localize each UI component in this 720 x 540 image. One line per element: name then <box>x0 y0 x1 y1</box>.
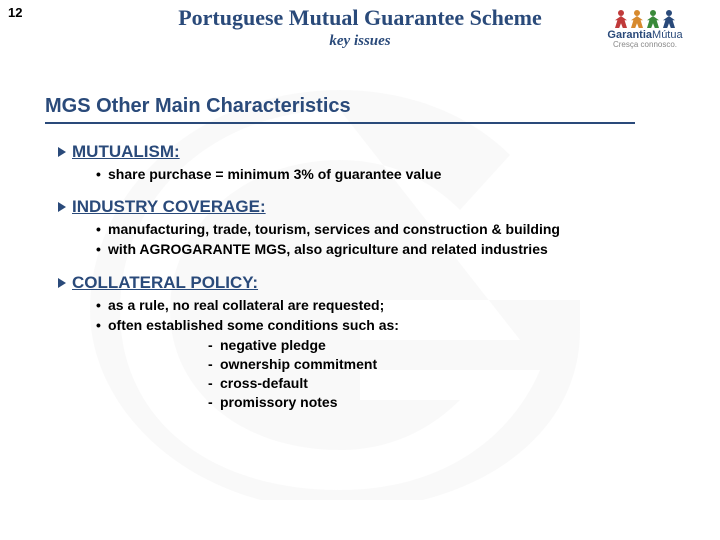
topic-collateral: COLLATERAL POLICY: as a rule, no real co… <box>58 273 720 412</box>
bullet-list: share purchase = minimum 3% of guarantee… <box>96 165 566 183</box>
list-item: promissory notes <box>208 393 720 412</box>
list-item: ownership commitment <box>208 355 720 374</box>
bullet-list: manufacturing, trade, tourism, services … <box>96 220 566 258</box>
topic-head: COLLATERAL POLICY: <box>58 273 720 293</box>
logo-figure-icon <box>630 10 644 28</box>
content-area: MUTUALISM: share purchase = minimum 3% o… <box>58 142 720 412</box>
arrow-right-icon <box>58 202 66 212</box>
topic-mutualism: MUTUALISM: share purchase = minimum 3% o… <box>58 142 720 183</box>
list-item: cross-default <box>208 374 720 393</box>
list-item: as a rule, no real collateral are reques… <box>96 296 566 314</box>
topic-industry: INDUSTRY COVERAGE: manufacturing, trade,… <box>58 197 720 258</box>
list-item: share purchase = minimum 3% of guarantee… <box>96 165 566 183</box>
list-item: with AGROGARANTE MGS, also agriculture a… <box>96 240 566 258</box>
topic-title: COLLATERAL POLICY: <box>72 273 258 293</box>
list-item: manufacturing, trade, tourism, services … <box>96 220 566 238</box>
bullet-list: as a rule, no real collateral are reques… <box>96 296 566 334</box>
logo-text: GarantiaMútua Cresça connosco. <box>585 30 705 49</box>
logo-figure-icon <box>662 10 676 28</box>
topic-head: MUTUALISM: <box>58 142 720 162</box>
logo-figure-icon <box>614 10 628 28</box>
brand-logo: GarantiaMútua Cresça connosco. <box>585 10 705 65</box>
topic-head: INDUSTRY COVERAGE: <box>58 197 720 217</box>
topic-title: INDUSTRY COVERAGE: <box>72 197 266 217</box>
section-heading: MGS Other Main Characteristics <box>45 95 635 124</box>
sub-list: negative pledge ownership commitment cro… <box>208 336 720 412</box>
arrow-right-icon <box>58 278 66 288</box>
arrow-right-icon <box>58 147 66 157</box>
logo-figures <box>585 10 705 28</box>
logo-figure-icon <box>646 10 660 28</box>
topic-title: MUTUALISM: <box>72 142 180 162</box>
list-item: often established some conditions such a… <box>96 316 566 334</box>
list-item: negative pledge <box>208 336 720 355</box>
